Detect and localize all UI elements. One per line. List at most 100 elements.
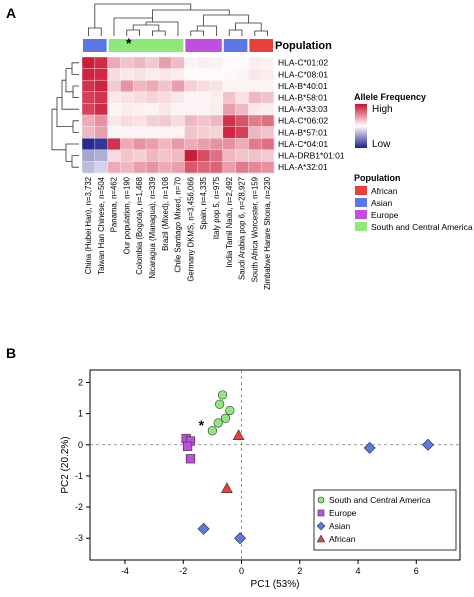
y-tick-label: 2 <box>78 377 83 387</box>
heatmap-cell <box>158 161 172 174</box>
heatmap-cell <box>235 161 249 174</box>
heatmap-cell <box>94 91 108 104</box>
population-legend-swatch <box>355 198 367 207</box>
heatmap-cell <box>158 57 172 69</box>
heatmap-cell <box>146 68 160 81</box>
population-legend-swatch <box>355 210 367 219</box>
heatmap-cell <box>171 80 185 93</box>
heatmap-cell <box>184 68 198 81</box>
heatmap-cell <box>133 115 147 127</box>
heatmap-cell <box>248 149 262 162</box>
heatmap-cell <box>171 57 185 69</box>
heatmap-cell <box>133 161 147 174</box>
panel-a-label: A <box>6 5 16 21</box>
pca-legend-box <box>313 489 457 551</box>
row-dendrogram-branch <box>51 108 66 151</box>
pca-point-diamond <box>234 532 247 545</box>
y-tick-label: -3 <box>75 533 83 543</box>
column-label: Saudi Arabia pop 6, n=28,927 <box>238 177 247 280</box>
heatmap-cell <box>261 91 275 104</box>
heatmap-cell <box>197 115 211 127</box>
column-label: Brazil (Mixed), n=108 <box>161 177 170 251</box>
pca-legend-label: South and Central America <box>329 495 431 505</box>
column-dendrogram-branch <box>203 14 249 26</box>
heatmap-cell <box>171 91 185 104</box>
heatmap-cell <box>197 149 211 162</box>
heatmap-cell <box>107 91 121 104</box>
x-axis-label: PC1 (53%) <box>251 579 300 590</box>
column-dendrogram-branch <box>152 9 230 18</box>
heatmap-cell <box>120 149 134 162</box>
heatmap-cell <box>158 80 172 93</box>
heatmap-cell <box>94 80 108 93</box>
y-axis-label: PC2 (20.2%) <box>60 436 71 493</box>
heatmap-cell <box>222 91 236 104</box>
population-legend-label: Asian <box>371 198 393 208</box>
heatmap-cell <box>184 138 198 151</box>
row-label: HLA-DRB1*01:01 <box>278 151 345 161</box>
heatmap-cell <box>107 138 121 151</box>
row-label: HLA-A*32:01 <box>278 162 328 172</box>
heatmap-cell <box>94 103 108 116</box>
heatmap-cell <box>82 68 96 81</box>
heatmap-cell <box>261 138 275 151</box>
pca-point-diamond <box>363 441 376 454</box>
heatmap-cell <box>133 80 147 93</box>
heatmap-cell <box>171 115 185 127</box>
heatmap-cell <box>158 115 172 127</box>
allele-color-scale <box>355 104 367 148</box>
heatmap-cell <box>210 68 224 81</box>
legend-marker <box>317 496 325 504</box>
row-label: HLA-B*40:01 <box>278 81 328 91</box>
pca-point-circle <box>220 413 231 423</box>
heatmap-cell <box>133 57 147 69</box>
column-label: India Tamil Nadu, n=2,492 <box>225 177 234 268</box>
heatmap-cell <box>82 138 96 151</box>
heatmap-cell <box>210 91 224 104</box>
heatmap-cell <box>133 149 147 162</box>
legend-marker <box>316 521 326 531</box>
population-bar-segment <box>185 39 222 52</box>
heatmap-cell <box>82 57 96 69</box>
heatmap-cell <box>158 149 172 162</box>
population-legend-swatch <box>355 222 367 231</box>
heatmap-cell <box>261 126 275 139</box>
population-bar-segment <box>249 39 273 52</box>
y-tick-label: 1 <box>78 409 83 419</box>
column-label: China (Hubei Han), n=3,732 <box>84 177 93 274</box>
population-bar-segment <box>108 39 184 52</box>
population-bar-segment <box>223 39 248 52</box>
heatmap-cell <box>120 80 134 93</box>
row-dendrogram-branch <box>71 155 79 168</box>
heatmap-cell <box>94 115 108 127</box>
heatmap-cell <box>146 138 160 151</box>
heatmap-cell <box>197 80 211 93</box>
heatmap-cell <box>184 115 198 127</box>
pca-legend: South and Central America Europe Asian Afri… <box>316 495 431 544</box>
reference-star: * <box>126 35 132 51</box>
column-label: Colombia (Bogota), n=1,468 <box>135 177 144 275</box>
heatmap-cell <box>158 103 172 116</box>
heatmap-cell <box>184 126 198 139</box>
heatmap-cell <box>120 115 134 127</box>
population-legend-label: Europe <box>371 210 399 220</box>
column-dendrogram-branch <box>196 25 217 36</box>
column-dendrogram <box>88 3 268 36</box>
heatmap-cell <box>82 149 96 162</box>
pca-legend-label: Asian <box>329 521 351 531</box>
heatmap-cell <box>146 126 160 139</box>
pca-point-circle <box>217 390 228 400</box>
heatmap-cell <box>158 91 172 104</box>
column-dendrogram-branch <box>88 27 102 36</box>
heatmap-cell <box>146 103 160 116</box>
heatmap-cell <box>120 161 134 174</box>
legend-low-label: Low <box>372 139 391 150</box>
heatmap-cell <box>261 115 275 127</box>
heatmap-cell <box>171 126 185 139</box>
heatmap-cell <box>94 68 108 81</box>
population-color-bar <box>83 39 273 52</box>
heatmap-cell <box>222 115 236 127</box>
legend-marker <box>317 509 325 517</box>
pca-point-diamond <box>421 438 434 451</box>
